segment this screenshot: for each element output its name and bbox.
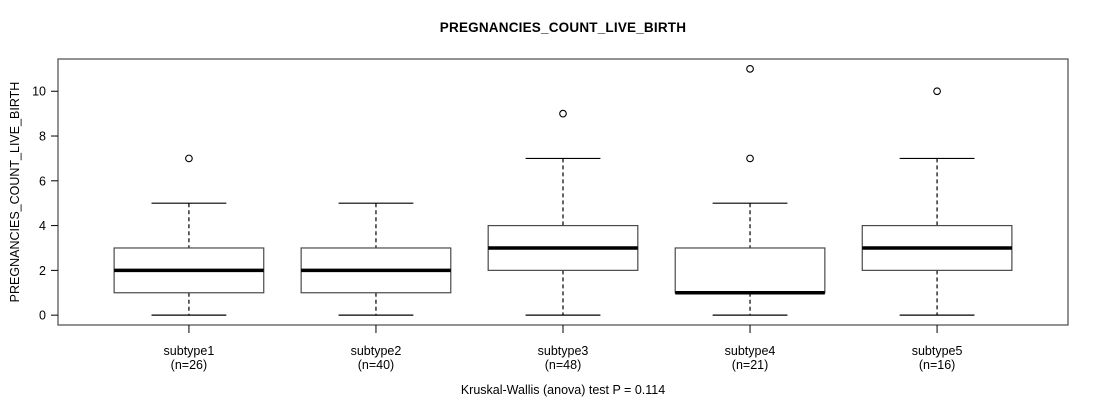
y-tick-label: 6 (39, 174, 46, 188)
x-category-label: subtype1 (164, 344, 215, 358)
x-category-sublabel: (n=26) (171, 358, 207, 372)
x-category-label: subtype3 (538, 344, 589, 358)
x-category-sublabel: (n=16) (919, 358, 955, 372)
x-category-label: subtype5 (912, 344, 963, 358)
outlier-point (746, 65, 754, 73)
iqr-box (674, 247, 826, 294)
y-tick-label: 0 (39, 309, 46, 323)
outlier-point (746, 154, 754, 163)
kruskal-wallis-annotation: Kruskal-Wallis (anova) test P = 0.114 (460, 383, 666, 397)
y-tick-label: 8 (39, 130, 46, 144)
x-category-sublabel: (n=40) (358, 358, 394, 372)
x-category-sublabel: (n=21) (732, 358, 768, 372)
outlier-point (559, 109, 567, 118)
x-category-label: subtype4 (725, 344, 776, 358)
y-tick-label: 4 (39, 219, 46, 233)
chart-title: PREGNANCIES_COUNT_LIVE_BIRTH (439, 20, 687, 35)
y-tick-label: 2 (39, 264, 46, 278)
y-axis-label: PREGNANCIES_COUNT_LIVE_BIRTH (8, 81, 22, 303)
y-tick-label: 10 (32, 85, 46, 99)
x-category-sublabel: (n=48) (545, 358, 581, 372)
outlier-point (933, 87, 941, 96)
outlier-point (185, 154, 193, 163)
x-category-label: subtype2 (351, 344, 402, 358)
